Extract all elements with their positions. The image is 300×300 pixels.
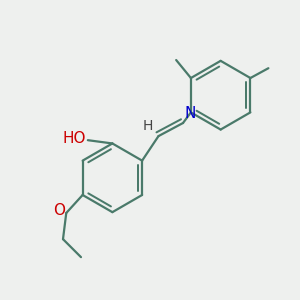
Text: N: N — [185, 106, 196, 122]
Text: H: H — [142, 119, 153, 133]
Text: HO: HO — [63, 131, 86, 146]
Text: O: O — [52, 203, 64, 218]
